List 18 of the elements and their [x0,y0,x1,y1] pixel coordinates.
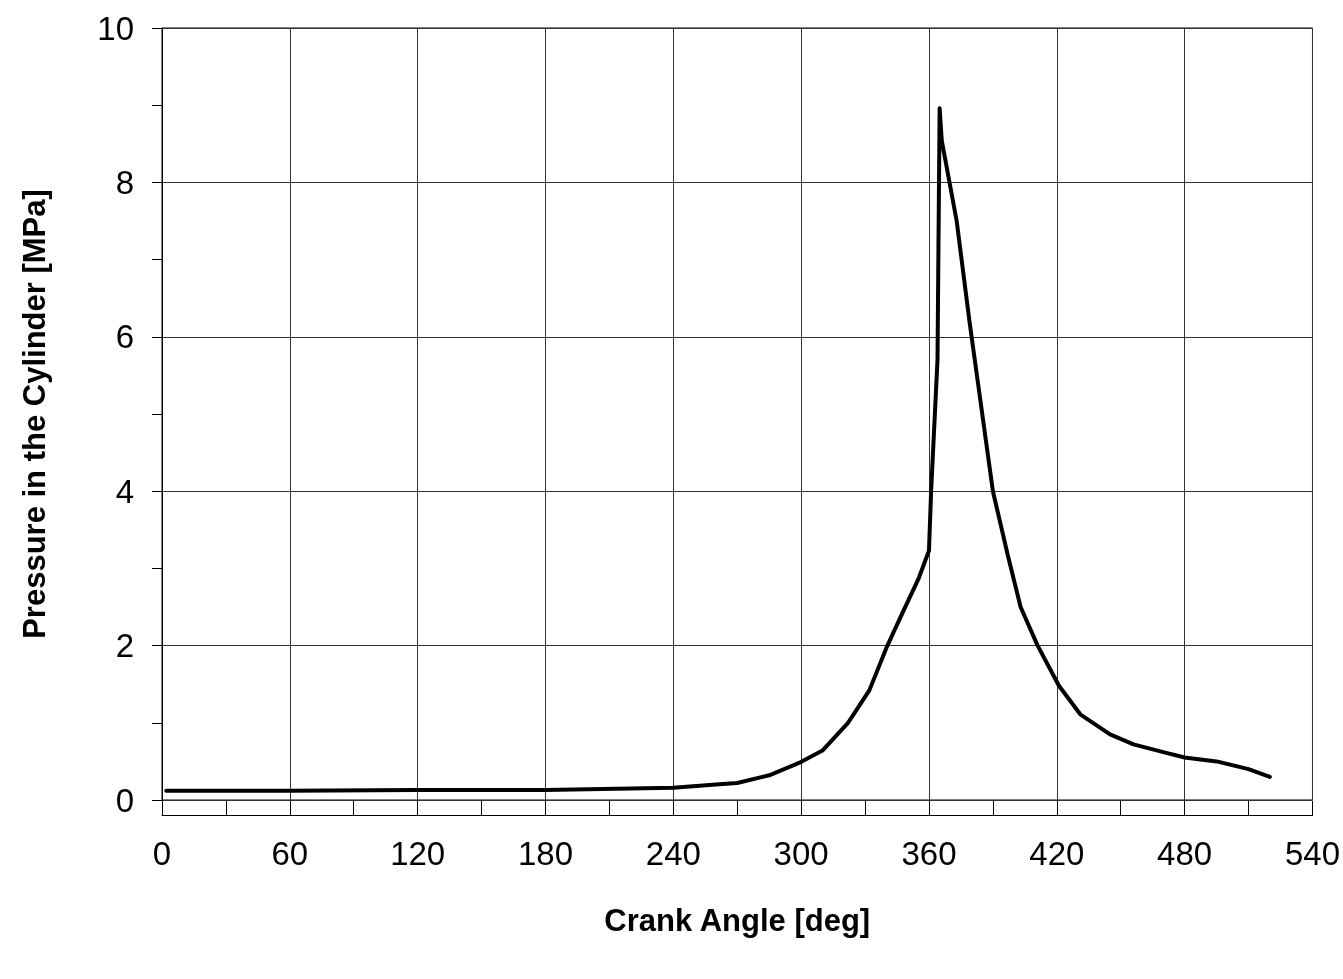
x-tick-label: 300 [773,835,829,872]
y-tick-label: 0 [115,781,134,819]
y-axis-title: Pressure in the Cylinder [MPa] [17,189,52,639]
y-tick-label: 6 [115,318,134,356]
x-tick-label: 540 [1284,835,1340,872]
x-axis-title: Crank Angle [deg] [604,903,871,938]
x-tick-label: 240 [645,835,701,872]
y-tick-label: 8 [115,163,134,201]
y-tick-label: 2 [115,627,134,665]
x-tick-label: 120 [390,835,446,872]
x-tick-label: 480 [1157,835,1213,872]
x-tick-label: 60 [271,835,309,872]
y-tick-label: 4 [115,472,134,510]
x-tick-label: 180 [517,835,574,872]
x-tick-label: 360 [901,835,957,872]
x-tick-label: 0 [152,835,172,872]
y-tick-label: 10 [97,9,134,47]
x-tick-label: 420 [1029,835,1085,872]
